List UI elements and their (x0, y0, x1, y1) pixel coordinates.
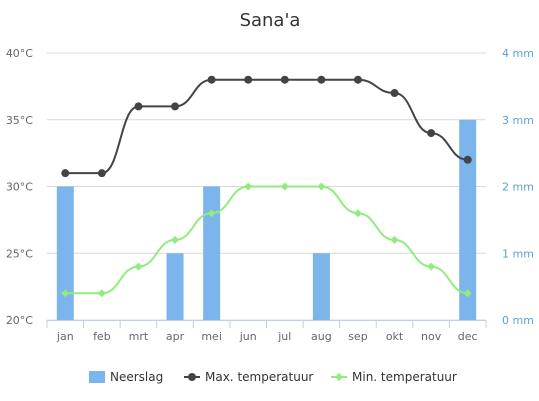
point-dec (463, 289, 472, 298)
legend-swatch-neerslag (89, 371, 105, 383)
point-jun (244, 75, 253, 84)
x-tick-label: apr (166, 330, 185, 343)
point-mei (207, 75, 216, 84)
line-series-2 (65, 185, 468, 295)
y-left-tick-label: 30°C (6, 181, 33, 194)
legend-label: Min. temperatuur (352, 370, 457, 384)
point-sep (353, 209, 362, 218)
y-right-tick-label: 1 mm (502, 247, 534, 260)
x-tick-label: mei (201, 330, 222, 343)
x-tick-label: mrt (129, 330, 149, 343)
y-left-tick-label: 35°C (6, 114, 33, 127)
point-jan (61, 169, 70, 178)
y-right-tick-label: 4 mm (502, 47, 534, 60)
y-left-tick-label: 40°C (6, 47, 33, 60)
y-left-tick-label: 20°C (6, 314, 33, 327)
point-nov (427, 129, 436, 138)
chart-title: Sana'a (240, 10, 301, 31)
point-feb (97, 169, 106, 178)
y-right-tick-label: 2 mm (502, 181, 534, 194)
legend: Neerslag Max. temperatuur Min. temperatuur (89, 370, 457, 384)
x-tick-label: jan (56, 330, 74, 343)
x-tick-label: aug (311, 330, 332, 343)
point-mei (207, 209, 216, 218)
x-tick-label: jul (277, 330, 291, 343)
legend-marker-max (188, 373, 196, 381)
point-aug (317, 182, 326, 191)
legend-label: Neerslag (110, 370, 163, 384)
x-tick-label: dec (458, 330, 478, 343)
legend-marker-min (335, 373, 343, 381)
point-jan (61, 289, 70, 298)
x-tick-label: feb (93, 330, 111, 343)
point-apr (171, 235, 180, 244)
axes: jan feb mrt apr mei jun jul aug sep okt nov dec 20°C… (6, 47, 534, 343)
point-jun (244, 182, 253, 191)
point-apr (171, 102, 180, 111)
bar-apr (166, 253, 184, 320)
y-left-tick-label: 25°C (6, 247, 33, 260)
point-okt (390, 89, 399, 98)
y-right-tick-label: 3 mm (502, 114, 534, 127)
point-jul (280, 182, 289, 191)
point-nov (427, 262, 436, 271)
bar-aug (312, 253, 330, 320)
point-okt (390, 235, 399, 244)
line-series-1 (65, 78, 468, 175)
point-mrt (134, 262, 143, 271)
x-tick-label: sep (348, 330, 367, 343)
lines (61, 75, 472, 298)
x-tick-label: jun (239, 330, 257, 343)
point-aug (317, 75, 326, 84)
y-right-tick-label: 0 mm (502, 314, 534, 327)
x-tick-label: nov (421, 330, 442, 343)
legend-label: Max. temperatuur (205, 370, 313, 384)
x-tick-label: okt (386, 330, 404, 343)
bar-jan (56, 186, 74, 320)
bar-dec (459, 119, 477, 320)
bars (56, 119, 477, 320)
bar-mei (203, 186, 221, 320)
point-sep (353, 75, 362, 84)
point-feb (97, 289, 106, 298)
point-mrt (134, 102, 143, 111)
point-dec (463, 155, 472, 164)
point-jul (280, 75, 289, 84)
